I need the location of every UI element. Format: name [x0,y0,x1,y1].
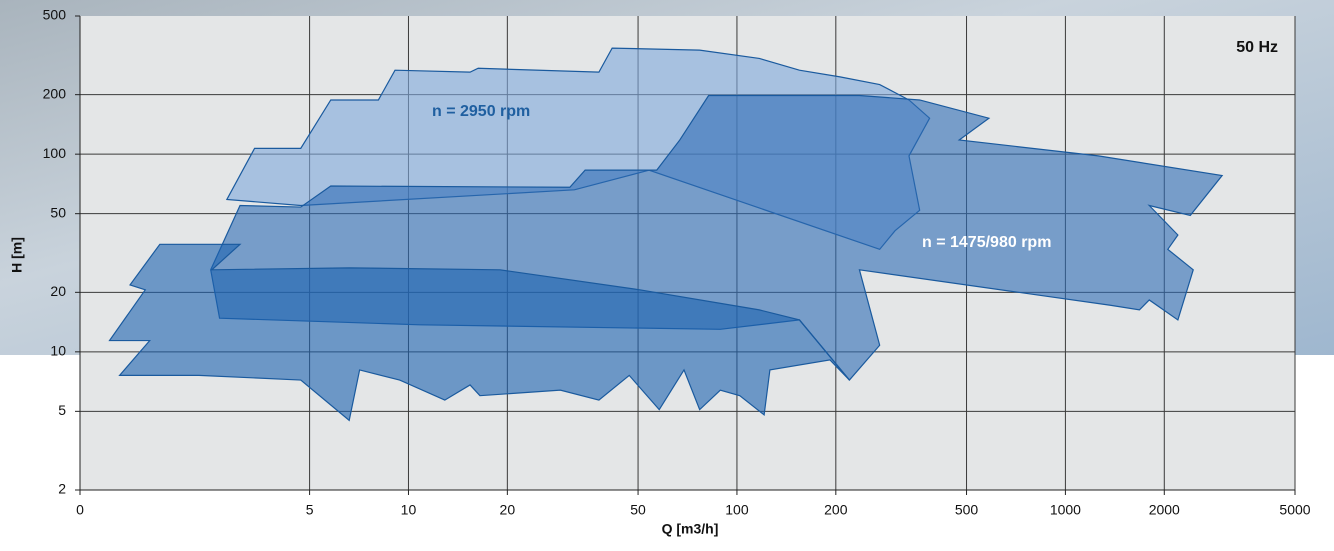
frequency-label: 50 Hz [1236,39,1278,56]
y-tick-label: 200 [43,85,67,101]
operating-range [108,243,850,422]
y-tick-label: 5 [58,402,66,418]
x-tick-label: 2000 [1149,502,1180,518]
x-tick-label: 20 [500,502,516,518]
x-tick-label: 10 [401,502,417,518]
x-tick-label: 100 [725,502,749,518]
speed-label: n = 2950 rpm [432,103,530,120]
x-tick-label: 1000 [1050,502,1081,518]
y-tick-label: 100 [43,145,67,161]
y-tick-label: 2 [58,481,66,497]
x-tick-label: 5 [306,502,314,518]
regions [108,47,1224,422]
y-tick-label: 500 [43,7,67,23]
x-tick-label: 0 [76,502,84,518]
y-tick-label: 10 [50,343,66,359]
x-tick-label: 5000 [1279,502,1310,518]
speed-label: n = 1475/980 rpm [922,234,1051,251]
x-tick-label: 50 [630,502,646,518]
x-axis-title: Q [m3/h] [662,521,719,537]
x-tick-label: 200 [824,502,848,518]
y-tick-label: 20 [50,283,66,299]
y-tick-label: 50 [50,204,66,220]
labels: 0 5 10 20 50 100 200 500 1000 2000 5000 2 5 10 20 50 100… [43,7,1311,518]
x-tick-label: 500 [955,502,979,518]
y-axis-title: H [m] [9,237,25,273]
